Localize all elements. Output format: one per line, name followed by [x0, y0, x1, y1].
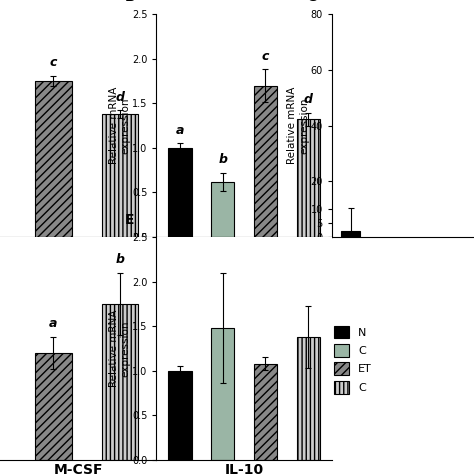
Text: a: a: [49, 317, 57, 330]
X-axis label: α: α: [73, 240, 83, 254]
Bar: [211, 182, 235, 237]
Y-axis label: Relative mRNA
expression: Relative mRNA expression: [109, 87, 130, 164]
Text: b: b: [218, 153, 227, 166]
Text: E: E: [125, 213, 134, 227]
Text: B: B: [125, 0, 136, 4]
Bar: [35, 81, 72, 237]
Bar: [211, 328, 235, 460]
Y-axis label: Relative mRNA
expression: Relative mRNA expression: [109, 310, 130, 387]
Bar: [341, 231, 360, 237]
Bar: [101, 114, 138, 237]
Text: C: C: [306, 0, 317, 4]
Bar: [297, 119, 320, 237]
X-axis label: M-CSF: M-CSF: [54, 463, 103, 474]
Text: d: d: [304, 93, 313, 107]
Bar: [101, 304, 138, 460]
Text: b: b: [115, 253, 124, 266]
Bar: [254, 364, 277, 460]
Bar: [254, 85, 277, 237]
X-axis label: IL-6: IL-6: [229, 240, 259, 254]
Bar: [297, 337, 320, 460]
Bar: [168, 371, 191, 460]
Text: c: c: [50, 56, 57, 69]
Text: a: a: [176, 124, 184, 137]
Bar: [35, 353, 72, 460]
X-axis label: IL-10: IL-10: [225, 463, 264, 474]
Text: d: d: [115, 91, 124, 104]
Legend: N, C, ET, C: N, C, ET, C: [330, 322, 375, 397]
Y-axis label: Relative mRNA
expression: Relative mRNA expression: [287, 87, 309, 164]
Text: c: c: [262, 50, 269, 63]
Bar: [168, 148, 191, 237]
